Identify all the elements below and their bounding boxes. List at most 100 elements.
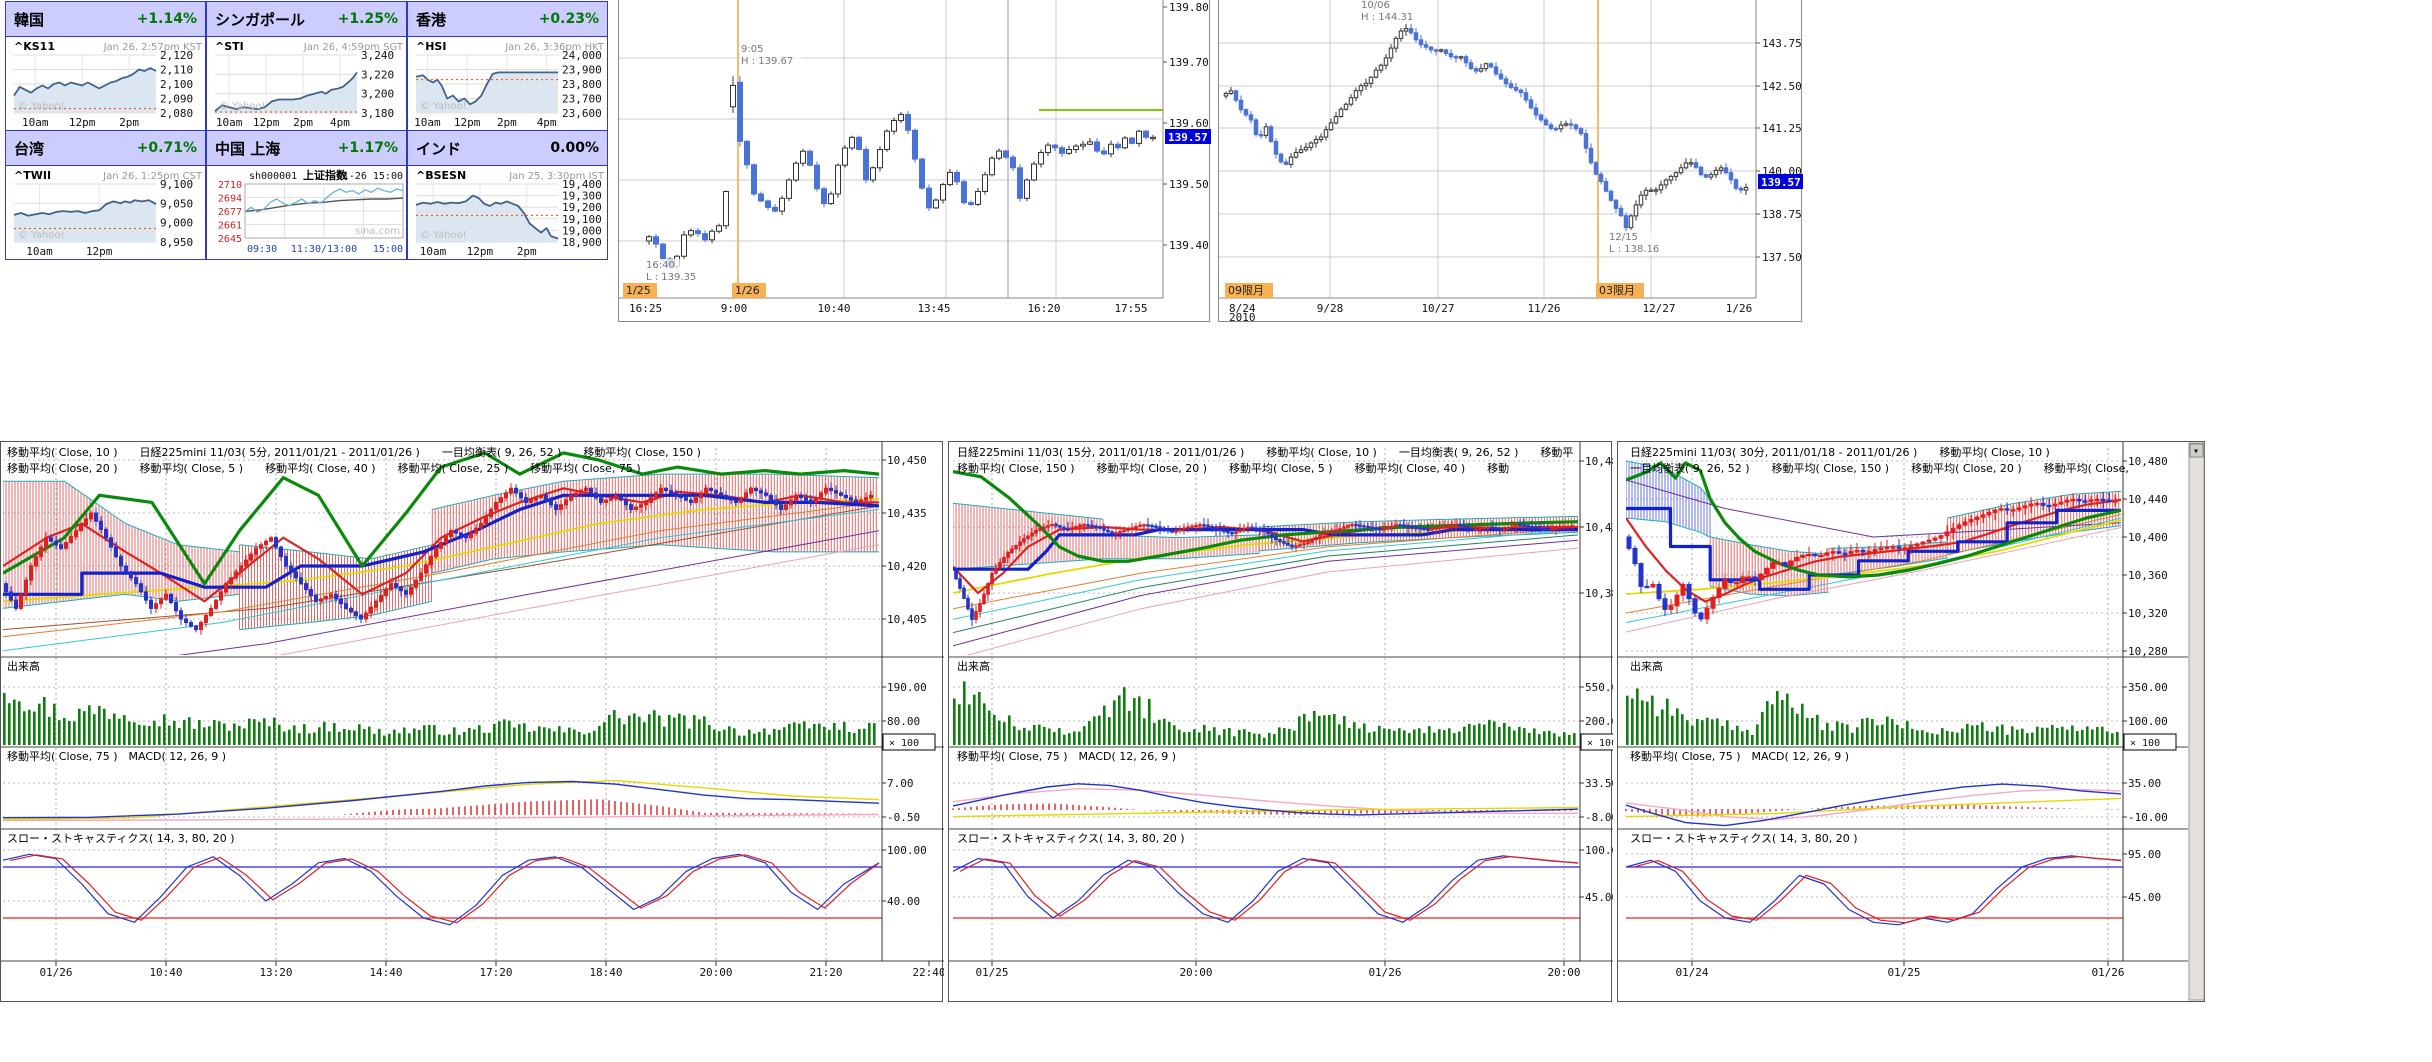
widget-y-label: 2,100	[160, 78, 193, 91]
scroll-arrow-icon: ▾	[2193, 446, 2199, 457]
stoch-axis-label: 100.00	[1585, 844, 1613, 857]
widget-change-percent: +1.17%	[337, 140, 398, 156]
y-axis-label: 139.50	[1169, 178, 1209, 191]
session-label-box	[1225, 283, 1273, 298]
current-price: 139.57	[1168, 131, 1208, 144]
stoch-axis-label: 95.00	[2128, 848, 2161, 861]
volume-axis-label: 350.00	[2128, 681, 2168, 694]
widget-change-percent: +1.25%	[337, 11, 398, 27]
widget-chart[interactable]: ^STI Jan 26, 4:59pm SGT © Yahoo! 3,240 3,220…	[207, 37, 406, 130]
widget-timestamp: Jan 26, 2:57pm KST	[103, 42, 203, 53]
widget-y-label: 9,100	[160, 178, 193, 191]
widget-chart[interactable]: ^BSESN Jan 25, 3:30pm IST© Yahoo!19,40019…	[408, 166, 607, 259]
time-axis-label: 01/25	[1887, 966, 1920, 979]
price-axis-label: 10,430	[1585, 521, 1613, 534]
daily-candlestick-window[interactable]: 143.75 142.50 141.25 140.00 138.75 137.50 139.…	[1218, 0, 1803, 322]
candle-chart[interactable]: 139.80 139.70 139.60 139.50 139.40 139.57 1/25…	[619, 0, 1211, 322]
chart-annotation: H : 139.67	[741, 56, 793, 67]
widget-chart[interactable]: ^HSI Jan 26, 3:36pm HKT © Yahoo! 24,000 23,9…	[408, 37, 607, 130]
market-widget-china[interactable]: 中国 上海 +1.17% sh000001 上证指数 01-26 15:00 2710 26…	[206, 130, 407, 260]
chart-title-line1: 日経225mini 11/03( 15分, 2011/01/18 - 2011/…	[957, 445, 1573, 459]
volume-panel-title: 出来高	[957, 659, 990, 673]
chart-title-line1: 日経225mini 11/03( 30分, 2011/01/18 - 2011/…	[1630, 445, 2050, 459]
x-axis-label: 1/26	[1726, 302, 1753, 315]
widget-title: インド	[416, 139, 462, 158]
market-widget-korea[interactable]: 韓国 +1.14% ^KS11 Jan 26, 2:57pm KST © Yahoo! 2…	[5, 1, 206, 131]
y-axis-label: 139.80	[1169, 1, 1209, 14]
macd-panel-title: 移動平均( Close, 75 ) MACD( 12, 26, 9 )	[7, 749, 226, 763]
widget-x-label: 4pm	[330, 116, 350, 129]
macd-axis-label: -10.00	[2128, 811, 2168, 824]
candles-layer	[1223, 23, 1749, 232]
widget-y-label: 3,180	[361, 107, 394, 120]
price-axis-label: 10,435	[887, 507, 927, 520]
widget-y-label: 3,200	[361, 88, 394, 101]
chart-annotation: 16:40	[646, 260, 675, 271]
widget-x-label: 12pm	[454, 116, 481, 129]
widget-y-label: 9,050	[160, 197, 193, 210]
widget-symbol: ^HSI	[416, 40, 446, 53]
widget-chart[interactable]: ^TWII Jan 26, 1:25pm CST © Yahoo! 9,100 9,05…	[6, 166, 205, 259]
widget-x-label: 15:00	[373, 244, 403, 255]
candles-layer	[646, 76, 1156, 271]
nikkei-mini-5min-window[interactable]: 10,450 10,435 10,420 10,405 190.00 80.00 7.00 -…	[0, 441, 944, 1002]
market-widget-singapore[interactable]: シンガポール +1.25% ^STI Jan 26, 4:59pm SGT © Yaho…	[206, 1, 407, 131]
session-label-box	[732, 283, 766, 298]
price-axis-label: 10,400	[2128, 531, 2168, 544]
technical-chart[interactable]: 10,450 10,435 10,420 10,405 190.00 80.00 7.00 -…	[1, 442, 944, 1001]
time-axis-label: 10:40	[149, 966, 182, 979]
stoch-axis-label: 45.00	[2128, 891, 2161, 904]
widget-change-percent: +0.71%	[136, 140, 197, 156]
y-axis-label: 139.70	[1169, 56, 1209, 69]
widget-title: 香港	[416, 10, 447, 29]
widget-y-label: 23,700	[562, 93, 602, 106]
time-axis-label: 01/26	[1368, 966, 1401, 979]
session-label: 1/26	[735, 284, 760, 297]
widget-y-label: 18,900	[562, 236, 602, 249]
volume-panel-title: 出来高	[1630, 659, 1663, 673]
market-widget-india[interactable]: インド 0.00% ^BSESN Jan 25, 3:30pm IST © Yahoo!…	[407, 130, 608, 260]
yahoo-watermark: © Yahoo!	[219, 101, 266, 112]
widget-y-label: 19,400	[562, 178, 602, 191]
widget-y-label: 9,000	[160, 217, 193, 230]
widget-timestamp: Jan 26, 3:36pm HKT	[504, 42, 605, 53]
price-axis-label: 10,405	[887, 613, 927, 626]
sina-watermark: sina.com	[355, 226, 400, 237]
volume-panel-title: 出来高	[7, 659, 40, 673]
widget-y-label: 2645	[218, 234, 242, 245]
x-axis-label: 10/27	[1421, 302, 1454, 315]
chart-annotation: 10/06	[1361, 0, 1390, 11]
widget-symbol: ^TWII	[14, 169, 51, 182]
intraday-candlestick-window[interactable]: 139.80 139.70 139.60 139.50 139.40 139.57 1/25…	[618, 0, 1211, 322]
widget-y-label: 2,080	[160, 107, 193, 120]
session-label: 09限月	[1228, 284, 1264, 297]
x-axis-label-year: 2010	[1229, 311, 1256, 322]
ichimoku-main-panel	[1626, 460, 2121, 633]
volume-multiplier-box	[882, 733, 936, 751]
x-axis-label: 16:20	[1027, 302, 1060, 315]
chart-title-line1: 移動平均( Close, 10 ) 日経225mini 11/03( 5分, 2…	[7, 445, 701, 459]
time-axis-label: 17:20	[479, 966, 512, 979]
widget-chart[interactable]: ^KS11 Jan 26, 2:57pm KST © Yahoo! 2,120 2,11…	[6, 37, 205, 130]
nikkei-mini-15min-window[interactable]: 10,480 10,430 10,380 550.00 200.00 33.50 -8.00…	[948, 441, 1613, 1002]
widget-timestamp: 01-26 15:00	[337, 171, 403, 182]
scrollbar[interactable]: ▾	[2188, 442, 2205, 1001]
x-axis-label: 12/27	[1642, 302, 1675, 315]
yahoo-watermark: © Yahoo!	[420, 101, 467, 112]
widget-y-label: 2694	[218, 194, 242, 205]
x-axis-label: 9/28	[1317, 302, 1344, 315]
widget-x-label: 12pm	[86, 245, 113, 258]
nikkei-mini-30min-window[interactable]: 10,480 10,440 10,400 10,360 10,320 10,280 350.…	[1617, 441, 2205, 1002]
current-price-box	[1758, 174, 1803, 189]
time-axis-label: 01/24	[1675, 966, 1708, 979]
candle-chart[interactable]: 143.75142.50141.25140.00138.75137.50139.…	[1219, 0, 1803, 322]
y-axis-label: 139.40	[1169, 239, 1209, 252]
macd-axis-label: 35.00	[2128, 777, 2161, 790]
market-widget-hongkong[interactable]: 香港 +0.23% ^HSI Jan 26, 3:36pm HKT © Yahoo! 24…	[407, 1, 608, 131]
technical-chart[interactable]: 10,480 10,440 10,400 10,360 10,320 10,280 350.…	[1618, 442, 2206, 1001]
market-widget-taiwan[interactable]: 台湾 +0.71% ^TWII Jan 26, 1:25pm CST © Yahoo! 9…	[5, 130, 206, 260]
widget-change-percent: +1.14%	[136, 11, 197, 27]
technical-chart[interactable]: 10,480 10,430 10,380 550.00 200.00 33.50 -8.00…	[949, 442, 1613, 1001]
volume-multiplier-label: × 100	[889, 738, 919, 749]
